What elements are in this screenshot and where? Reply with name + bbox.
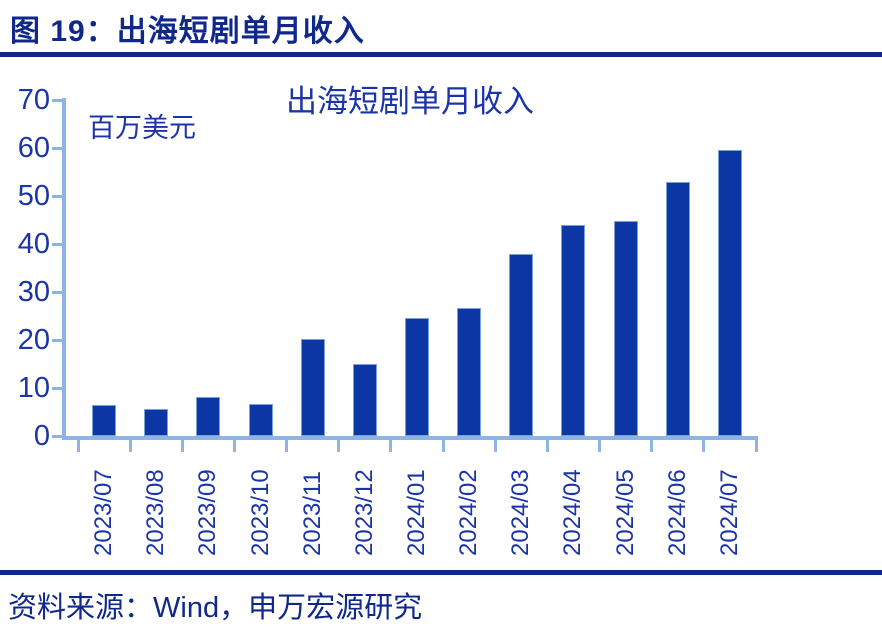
x-axis-tick	[76, 438, 80, 452]
x-tick-label: 2024/03	[507, 469, 534, 556]
y-axis-tick	[52, 435, 64, 438]
x-axis-line	[62, 436, 758, 440]
y-axis-tick	[52, 291, 64, 294]
y-tick-label: 60	[17, 132, 50, 164]
bar	[144, 409, 168, 436]
x-axis-tick	[702, 438, 706, 452]
bar	[301, 339, 325, 436]
y-tick-label: 10	[17, 372, 50, 404]
x-axis-tick	[441, 438, 445, 452]
x-tick-label: 2023/07	[90, 469, 117, 556]
x-axis-tick	[232, 438, 236, 452]
bar	[561, 225, 585, 436]
x-axis-tick	[337, 438, 341, 452]
bar	[249, 404, 273, 436]
x-tick-label: 2024/01	[403, 469, 430, 556]
bar	[509, 254, 533, 436]
caption-divider	[0, 52, 882, 57]
y-axis-tick	[52, 387, 64, 390]
bar	[457, 308, 481, 436]
y-axis-tick	[52, 195, 64, 198]
y-axis-tick	[52, 147, 64, 150]
y-tick-label: 70	[17, 84, 50, 116]
y-axis-tick	[52, 339, 64, 342]
y-tick-label: 0	[33, 420, 50, 452]
bar	[92, 405, 116, 436]
y-axis-unit-label: 百万美元	[88, 113, 196, 143]
x-axis-tick	[545, 438, 549, 452]
y-axis-tick	[52, 243, 64, 246]
x-tick-label: 2024/07	[716, 469, 743, 556]
x-tick-label: 2023/12	[351, 469, 378, 556]
y-axis-line	[62, 98, 66, 440]
x-axis-tick	[493, 438, 497, 452]
x-tick-label: 2023/10	[247, 469, 274, 556]
source-attribution: 资料来源：Wind，申万宏源研究	[8, 592, 423, 624]
x-axis-tick	[128, 438, 132, 452]
y-tick-label: 40	[17, 228, 50, 260]
x-tick-label: 2023/09	[194, 469, 221, 556]
x-axis-tick	[754, 438, 758, 452]
bar	[196, 397, 220, 436]
bar	[353, 364, 377, 436]
y-tick-label: 30	[17, 276, 50, 308]
x-axis-tick	[180, 438, 184, 452]
x-tick-label: 2024/02	[455, 469, 482, 556]
footer-divider	[0, 570, 882, 575]
y-tick-label: 50	[17, 180, 50, 212]
chart-title: 出海短剧单月收入	[286, 84, 534, 119]
figure-caption: 图 19：出海短剧单月收入	[10, 15, 365, 48]
x-tick-label: 2024/05	[612, 469, 639, 556]
x-axis-tick	[389, 438, 393, 452]
y-axis-tick	[52, 99, 64, 102]
bar	[405, 318, 429, 436]
x-tick-label: 2023/08	[142, 469, 169, 556]
x-axis-tick	[598, 438, 602, 452]
x-tick-label: 2024/06	[664, 469, 691, 556]
x-tick-label: 2023/11	[299, 471, 326, 556]
x-axis-tick	[650, 438, 654, 452]
y-tick-label: 20	[17, 324, 50, 356]
bar	[666, 182, 690, 436]
bar	[614, 221, 638, 436]
bar	[718, 150, 742, 436]
x-tick-label: 2024/04	[559, 469, 586, 556]
x-axis-tick	[285, 438, 289, 452]
